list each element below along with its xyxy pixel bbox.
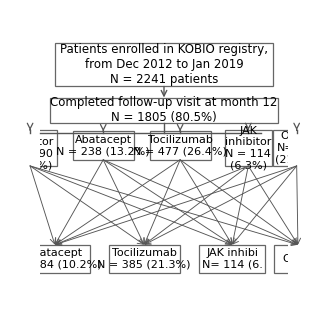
Text: Tocilizumab
N = 385 (21.3%): Tocilizumab N = 385 (21.3%)	[97, 248, 191, 270]
Text: Abatacept
N = 184 (10.2%): Abatacept N = 184 (10.2%)	[8, 248, 102, 270]
FancyBboxPatch shape	[20, 245, 90, 273]
FancyBboxPatch shape	[73, 132, 134, 160]
Text: Patients enrolled in KOBIO registry,
from Dec 2012 to Jan 2019
N = 2241 patients: Patients enrolled in KOBIO registry, fro…	[60, 44, 268, 86]
FancyBboxPatch shape	[50, 98, 278, 124]
FancyBboxPatch shape	[199, 245, 265, 273]
FancyBboxPatch shape	[150, 132, 211, 160]
FancyBboxPatch shape	[3, 130, 57, 166]
Text: TNF
inhibitor
N = 590
(32.7%): TNF inhibitor N = 590 (32.7%)	[7, 126, 53, 171]
Text: Tocilizumab
N = 477 (26.4%): Tocilizumab N = 477 (26.4%)	[133, 135, 227, 156]
Text: JAK
inhibitor
N = 114
(6.3%): JAK inhibitor N = 114 (6.3%)	[225, 126, 271, 171]
Text: JAK inhibi
N= 114 (6.: JAK inhibi N= 114 (6.	[202, 248, 263, 270]
Text: Abatacept
N = 238 (13.2%): Abatacept N = 238 (13.2%)	[56, 135, 150, 156]
FancyBboxPatch shape	[225, 130, 272, 166]
FancyBboxPatch shape	[273, 130, 320, 166]
FancyBboxPatch shape	[109, 245, 180, 273]
FancyBboxPatch shape	[274, 245, 320, 273]
Text: Other: Other	[282, 254, 314, 264]
FancyBboxPatch shape	[55, 43, 273, 86]
Text: Completed follow-up visit at month 12
N = 1805 (80.5%): Completed follow-up visit at month 12 N …	[50, 96, 278, 124]
Text: Other
N=386
(21.4%): Other N=386 (21.4%)	[275, 132, 319, 165]
